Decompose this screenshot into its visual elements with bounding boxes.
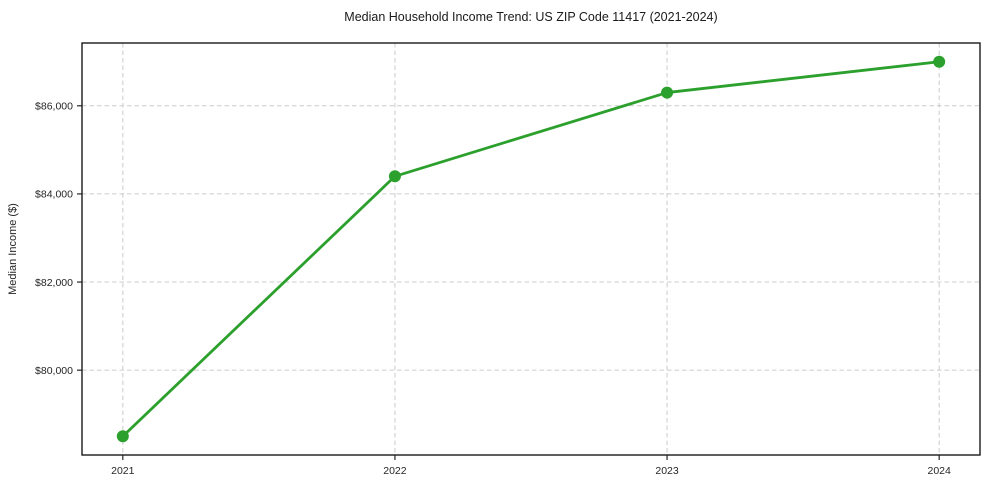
- grid-layer: [82, 43, 980, 455]
- chart-title: Median Household Income Trend: US ZIP Co…: [344, 10, 717, 24]
- x-tick-label: 2021: [111, 465, 135, 477]
- x-tick-label: 2022: [383, 465, 407, 477]
- y-tick-label: $86,000: [35, 101, 73, 113]
- y-tick-label: $84,000: [35, 189, 73, 201]
- trend-line: [121, 60, 941, 438]
- data-point-marker: [661, 86, 674, 99]
- data-point-marker: [116, 430, 129, 443]
- data-point-marker: [933, 55, 946, 68]
- tick-layer: 2021 2022 2023 2024 $80,000 $82,000 $84,000 $86…: [35, 101, 951, 477]
- y-tick-label: $82,000: [35, 277, 73, 289]
- x-tick-label: 2023: [655, 465, 679, 477]
- y-axis-label: Median Income ($): [7, 203, 19, 295]
- y-tick-label: $80,000: [35, 365, 73, 377]
- data-point-marker: [388, 170, 401, 183]
- plot-border: [81, 42, 981, 456]
- income-series: [116, 55, 946, 443]
- x-tick-label: 2024: [928, 465, 952, 477]
